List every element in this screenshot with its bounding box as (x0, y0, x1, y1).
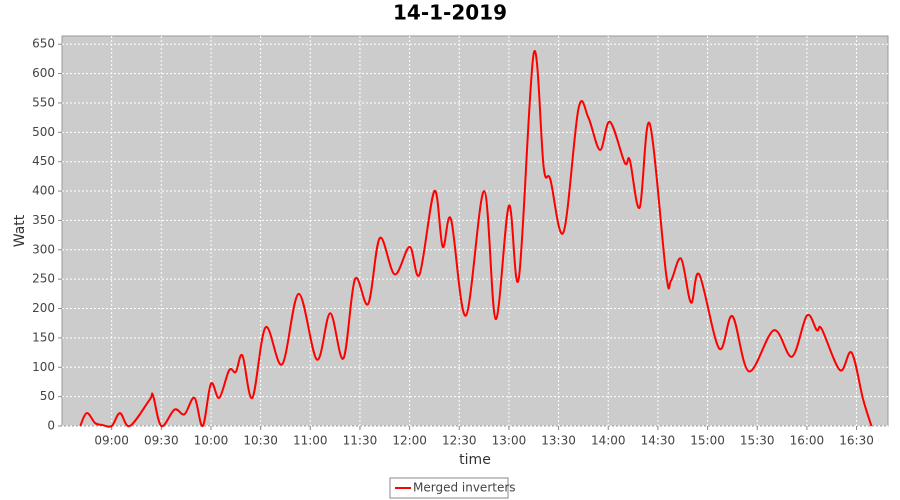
y-axis-label: Watt (12, 214, 28, 247)
y-tick-label: 150 (32, 330, 55, 344)
x-tick-label: 11:30 (343, 434, 378, 448)
x-tick-label: 09:00 (94, 434, 129, 448)
y-tick-label: 200 (32, 301, 55, 315)
x-tick-label: 09:30 (144, 434, 179, 448)
y-tick-label: 500 (32, 125, 55, 139)
y-tick-label: 0 (47, 419, 55, 433)
x-axis-label: time (459, 452, 491, 468)
x-tick-label: 11:00 (293, 434, 328, 448)
chart-title: 14-1-2019 (393, 1, 507, 25)
x-tick-label: 12:30 (442, 434, 477, 448)
x-tick-label: 14:00 (591, 434, 626, 448)
data-line (79, 49, 873, 428)
y-tick-label: 350 (32, 213, 55, 227)
y-tick-label: 600 (32, 66, 55, 80)
legend-label: Merged inverters (413, 481, 516, 495)
plot-area (61, 35, 889, 427)
x-tick-label: 13:00 (492, 434, 527, 448)
x-tick-label: 10:30 (243, 434, 278, 448)
y-tick-label: 650 (32, 37, 55, 51)
x-tick-label: 13:30 (541, 434, 576, 448)
y-tick-label: 550 (32, 95, 55, 109)
x-tick-label: 14:30 (641, 434, 676, 448)
x-tick-label: 15:30 (740, 434, 775, 448)
legend-box (389, 477, 509, 499)
x-tick-label: 16:00 (790, 434, 825, 448)
x-tick-label: 10:00 (194, 434, 229, 448)
x-tick-label: 15:00 (690, 434, 725, 448)
y-tick-label: 300 (32, 242, 55, 256)
x-tick-label: 12:00 (392, 434, 427, 448)
x-tick-label: 16:30 (839, 434, 874, 448)
y-tick-label: 100 (32, 360, 55, 374)
y-tick-label: 450 (32, 154, 55, 168)
y-tick-label: 400 (32, 184, 55, 198)
y-tick-label: 50 (40, 389, 55, 403)
y-tick-label: 250 (32, 272, 55, 286)
